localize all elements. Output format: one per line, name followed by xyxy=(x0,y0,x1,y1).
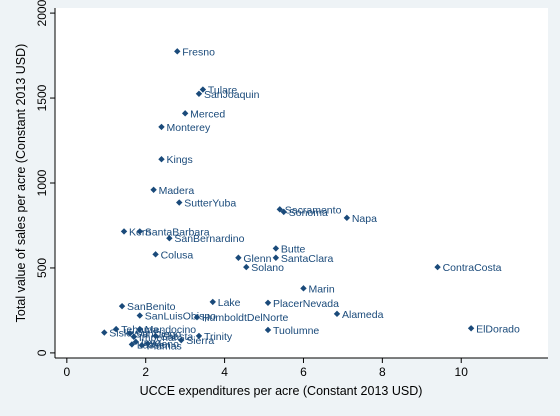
data-point xyxy=(126,330,134,337)
point-label: SantaBarbara xyxy=(145,226,210,238)
data-point xyxy=(152,251,159,258)
point-label: Tulare xyxy=(208,85,238,97)
point-label: SanBernardino xyxy=(174,233,244,245)
y-tick-label: 500 xyxy=(35,258,49,278)
point-label: Napa xyxy=(352,213,377,225)
data-point xyxy=(178,336,185,344)
point-label: Trinity xyxy=(204,331,233,343)
data-point xyxy=(264,326,272,334)
point-label: ElDorado xyxy=(476,323,520,335)
data-point xyxy=(176,199,183,206)
point-label: SanJoaquin xyxy=(204,89,260,101)
point-label: Monterey xyxy=(166,122,211,134)
data-point xyxy=(276,206,284,213)
data-point xyxy=(333,310,341,318)
data-point xyxy=(144,340,151,347)
point-label: Solano xyxy=(251,262,284,274)
point-label: Sierra xyxy=(186,335,214,347)
data-point xyxy=(272,245,280,252)
data-point xyxy=(112,325,120,333)
data-point xyxy=(150,186,157,193)
x-tick-label: 10 xyxy=(455,365,469,379)
point-label: PlacerNevada xyxy=(273,298,339,310)
point-label: Plumas xyxy=(147,340,182,352)
data-point xyxy=(199,86,207,93)
point-label: Mendocino xyxy=(145,324,197,336)
data-point xyxy=(152,332,159,340)
y-tick-label: 2000 xyxy=(35,0,49,26)
y-tick-label: 0 xyxy=(35,349,49,356)
data-point xyxy=(136,325,143,333)
data-point xyxy=(195,90,203,98)
data-point xyxy=(120,228,128,235)
data-point xyxy=(467,325,475,332)
point-label: SantaClara xyxy=(281,253,334,265)
point-label: Kings xyxy=(166,154,192,166)
point-label: Merced xyxy=(190,108,225,120)
point-label: SanBenito xyxy=(127,301,176,313)
point-label: SanDiego xyxy=(135,328,181,340)
point-label: Alameda xyxy=(342,309,384,321)
data-point xyxy=(235,254,242,261)
data-point xyxy=(243,263,250,271)
data-point xyxy=(193,314,201,321)
data-point xyxy=(158,156,165,163)
point-label: Inyo xyxy=(141,337,161,349)
data-point xyxy=(136,312,143,319)
data-point xyxy=(130,333,138,340)
point-label: Madera xyxy=(159,185,195,197)
data-point xyxy=(272,254,280,261)
point-label: Butte xyxy=(281,243,306,255)
point-label: SutterYuba xyxy=(184,198,236,210)
point-label: Imperial xyxy=(139,332,176,344)
data-point xyxy=(434,263,441,271)
plot-area xyxy=(55,8,548,358)
data-point xyxy=(166,235,173,242)
data-point xyxy=(181,110,189,117)
y-tick-label: 1500 xyxy=(35,84,49,111)
data-point xyxy=(195,332,203,340)
x-axis-title: UCCE expenditures per acre (Constant 201… xyxy=(140,384,423,398)
point-label: Fresno xyxy=(182,46,215,58)
point-label: Mono xyxy=(153,339,179,351)
data-point xyxy=(264,299,272,306)
x-tick-label: 6 xyxy=(300,365,307,379)
point-label: Sacramento xyxy=(285,204,342,216)
point-label: Glenn xyxy=(243,253,271,265)
x-tick-label: 8 xyxy=(379,365,386,379)
point-label: Marin xyxy=(308,283,334,295)
y-axis-title: Total value of sales per acre (Constant … xyxy=(14,44,28,323)
data-point xyxy=(136,228,143,235)
data-point xyxy=(209,298,216,306)
data-point xyxy=(174,48,181,55)
point-label: ContraCosta xyxy=(443,262,502,274)
point-label: Lassen xyxy=(137,339,171,351)
x-tick-label: 4 xyxy=(221,365,228,379)
point-label: SanLuisObispo xyxy=(145,311,216,323)
data-point xyxy=(343,214,351,222)
y-tick-label: 1000 xyxy=(35,169,49,196)
point-label: Tuolumne xyxy=(273,325,319,337)
x-tick-label: 0 xyxy=(63,365,70,379)
data-point xyxy=(138,342,145,349)
point-label: Colusa xyxy=(161,249,194,261)
data-point xyxy=(280,208,287,216)
data-point xyxy=(101,329,108,336)
data-point xyxy=(118,302,126,310)
point-label: HumboldtDelNorte xyxy=(202,312,289,324)
data-point xyxy=(158,123,165,131)
data-point xyxy=(132,338,140,346)
point-label: Shasta xyxy=(161,331,194,343)
x-tick-label: 2 xyxy=(142,365,149,379)
data-point xyxy=(300,285,307,292)
data-point xyxy=(128,341,136,348)
point-label: Lake xyxy=(218,297,241,309)
point-label: Sonoma xyxy=(289,207,328,219)
